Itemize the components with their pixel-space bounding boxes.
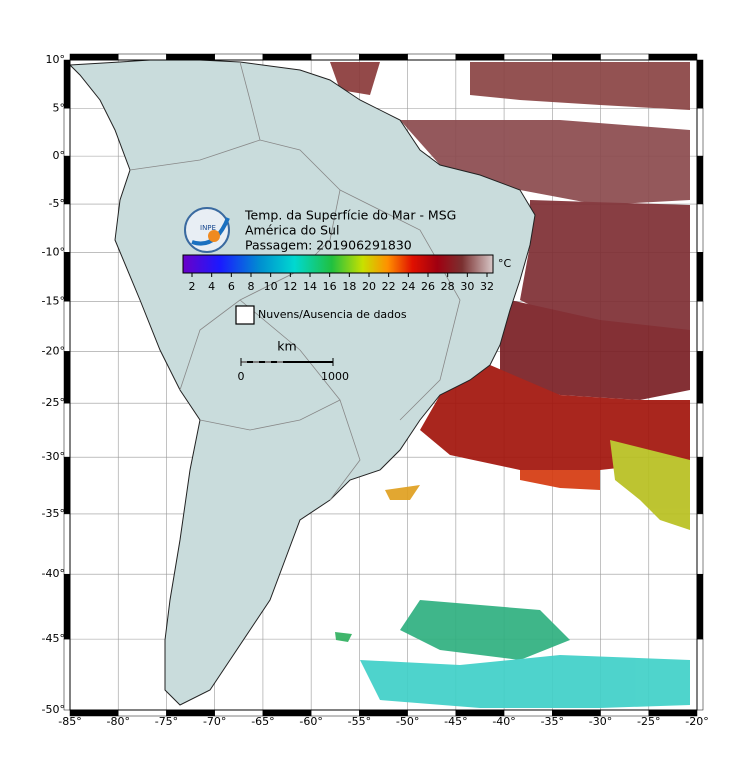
map-layers [70, 60, 690, 708]
x-tick-label: -35° [541, 715, 564, 728]
frame-band [117, 53, 167, 61]
y-tick-label: -10° [42, 245, 65, 258]
frame-band [455, 53, 505, 61]
frame-band [696, 155, 704, 205]
frame-band [696, 301, 704, 352]
frame-band [63, 402, 71, 458]
x-tick-label: -25° [637, 715, 660, 728]
frame-band [696, 513, 704, 575]
y-tick-label: -30° [42, 450, 65, 463]
title-line: América do Sul [245, 223, 339, 238]
y-tick-label: -40° [42, 567, 65, 580]
frame-band [262, 53, 312, 61]
frame-band [600, 53, 650, 61]
title-line: Passagem: 201906291830 [245, 238, 412, 253]
y-tick-label: 10° [46, 53, 66, 66]
borders [129, 61, 461, 501]
frame-band [552, 53, 601, 61]
legend-swatch [235, 305, 255, 325]
y-tick-label: -35° [42, 507, 65, 520]
x-tick-label: -80° [106, 715, 129, 728]
frame-band [696, 638, 704, 711]
frame-border [69, 59, 698, 711]
colorbar-tick-label: 20 [362, 280, 376, 293]
colorbar-unit: °C [498, 257, 512, 270]
y-tick-label: -15° [42, 294, 65, 307]
colorbar-tick-label: 28 [441, 280, 455, 293]
frame-band [696, 59, 704, 109]
colorbar-tick-label: 2 [189, 280, 196, 293]
x-tick-label: -55° [348, 715, 371, 728]
x-tick-label: -70° [203, 715, 226, 728]
colorbar-tick-label: 22 [382, 280, 396, 293]
colorbar-tick-label: 18 [342, 280, 356, 293]
colorbar-tick-label: 26 [421, 280, 435, 293]
frame-band [63, 456, 71, 515]
frame-band [359, 53, 408, 61]
tick-labels: -85° -80° -75° -70° -65° -60° -55° -50° -45° -40°… [42, 53, 709, 728]
scale-unit: km [277, 339, 296, 354]
x-tick-label: -20° [685, 715, 708, 728]
colorbar-tick-label: 12 [283, 280, 297, 293]
y-tick-label: -25° [42, 396, 65, 409]
x-tick-label: -75° [155, 715, 178, 728]
sst-field [330, 62, 690, 708]
x-tick-label: -85° [58, 715, 81, 728]
legend-label: Nuvens/Ausencia de dados [258, 308, 407, 321]
y-tick-label: 0° [53, 149, 66, 162]
frame-band [407, 53, 457, 61]
colorbar-tick-label: 4 [208, 280, 215, 293]
frame-band [696, 573, 704, 640]
frame-band [63, 513, 71, 575]
colorbar-tick-label: 32 [480, 280, 494, 293]
logo: INPE [184, 207, 230, 253]
colorbar-tick-label: 16 [323, 280, 337, 293]
y-tick-label: 5° [53, 101, 66, 114]
title-line: Temp. da Superfície do Mar - MSG [244, 208, 456, 223]
frame-band [166, 53, 215, 61]
frame-band [696, 456, 704, 515]
logo-text: INPE [200, 224, 216, 232]
x-tick-label: -50° [396, 715, 419, 728]
x-tick-label: -65° [251, 715, 274, 728]
frame [63, 53, 704, 717]
frame-band [63, 638, 71, 711]
y-tick-label: -5° [49, 197, 65, 210]
x-tick-label: -60° [299, 715, 322, 728]
frame-band [696, 402, 704, 458]
y-tick-label: -20° [42, 344, 65, 357]
x-tick-label: -40° [492, 715, 515, 728]
colorbar-tick-label: 6 [228, 280, 235, 293]
frame-band [63, 573, 71, 640]
x-tick-label: -30° [589, 715, 612, 728]
frame-band [69, 53, 119, 61]
colorbar-tick-label: 8 [248, 280, 255, 293]
scale-label: 0 [238, 370, 245, 383]
x-tick-label: -45° [444, 715, 467, 728]
colorbar-tick-label: 30 [460, 280, 474, 293]
y-tick-label: -45° [42, 632, 65, 645]
frame-band [696, 252, 704, 302]
frame-band [696, 108, 704, 157]
scale-bar: km 0 1000 [238, 339, 350, 384]
frame-band [503, 53, 553, 61]
frame-band [214, 53, 264, 61]
colorbar [182, 254, 494, 274]
frame-band [696, 203, 704, 253]
scale-label: 1000 [321, 370, 349, 383]
colorbar-tick-label: 14 [303, 280, 317, 293]
y-tick-label: -50° [42, 703, 65, 716]
colorbar-tick-label: 10 [264, 280, 278, 293]
colorbar-ticks: 2 4 6 8 10 12 14 16 18 20 22 24 26 28 30 32 [189, 273, 494, 293]
frame-band [310, 53, 360, 61]
frame-band [648, 53, 698, 61]
colorbar-tick-label: 24 [401, 280, 415, 293]
frame-band [696, 351, 704, 404]
